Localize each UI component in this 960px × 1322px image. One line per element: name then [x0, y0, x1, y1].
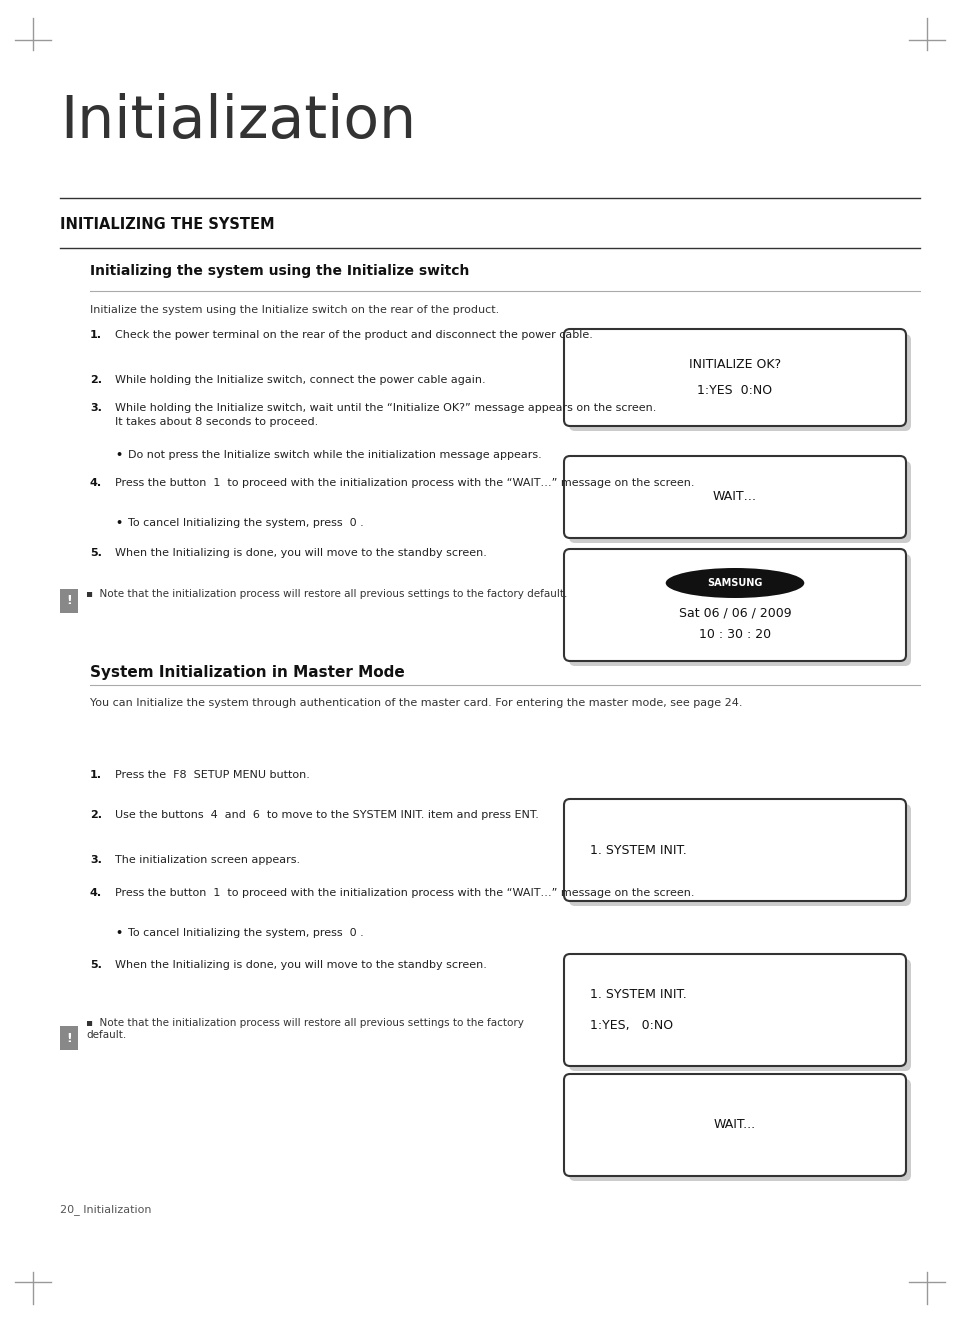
- FancyBboxPatch shape: [60, 590, 78, 613]
- Text: 1:YES,   0:NO: 1:YES, 0:NO: [590, 1018, 673, 1031]
- Text: 5.: 5.: [90, 549, 102, 558]
- FancyBboxPatch shape: [564, 798, 906, 902]
- Text: Initialize the system using the Initialize switch on the rear of the product.: Initialize the system using the Initiali…: [90, 305, 499, 315]
- Text: 1.: 1.: [90, 769, 102, 780]
- FancyBboxPatch shape: [569, 804, 911, 906]
- Text: System Initialization in Master Mode: System Initialization in Master Mode: [90, 665, 405, 680]
- Text: 1:YES  0:NO: 1:YES 0:NO: [697, 383, 773, 397]
- Text: •: •: [115, 928, 122, 939]
- Text: 4.: 4.: [90, 888, 102, 898]
- Text: While holding the Initialize switch, wait until the “Initialize OK?” message app: While holding the Initialize switch, wai…: [115, 403, 657, 412]
- FancyBboxPatch shape: [569, 554, 911, 666]
- Text: 1.: 1.: [90, 330, 102, 340]
- Ellipse shape: [665, 568, 804, 598]
- Text: •: •: [115, 518, 122, 527]
- Text: Initializing the system using the Initialize switch: Initializing the system using the Initia…: [90, 264, 469, 278]
- Text: SAMSUNG: SAMSUNG: [708, 578, 762, 588]
- Text: 20_ Initialization: 20_ Initialization: [60, 1204, 152, 1215]
- Text: 4.: 4.: [90, 479, 102, 488]
- Text: Do not press the Initialize switch while the initialization message appears.: Do not press the Initialize switch while…: [128, 449, 541, 460]
- Text: It takes about 8 seconds to proceed.: It takes about 8 seconds to proceed.: [115, 416, 319, 427]
- Text: Press the button  1  to proceed with the initialization process with the “WAIT…”: Press the button 1 to proceed with the i…: [115, 479, 694, 488]
- FancyBboxPatch shape: [564, 456, 906, 538]
- FancyBboxPatch shape: [569, 461, 911, 543]
- Text: !: !: [66, 1031, 72, 1044]
- Text: 10 : 30 : 20: 10 : 30 : 20: [699, 628, 771, 641]
- Text: 3.: 3.: [90, 403, 102, 412]
- Text: WAIT…: WAIT…: [713, 490, 757, 504]
- Text: When the Initializing is done, you will move to the standby screen.: When the Initializing is done, you will …: [115, 960, 487, 970]
- FancyBboxPatch shape: [569, 334, 911, 431]
- Text: •: •: [115, 449, 122, 460]
- Text: 2.: 2.: [90, 375, 102, 385]
- Text: ▪  Note that the initialization process will restore all previous settings to th: ▪ Note that the initialization process w…: [86, 1018, 524, 1039]
- Text: ▪  Note that the initialization process will restore all previous settings to th: ▪ Note that the initialization process w…: [86, 590, 567, 599]
- Text: 5.: 5.: [90, 960, 102, 970]
- Text: 1. SYSTEM INIT.: 1. SYSTEM INIT.: [590, 989, 686, 1002]
- FancyBboxPatch shape: [60, 1026, 78, 1050]
- Text: Use the buttons  4  and  6  to move to the SYSTEM INIT. item and press ENT.: Use the buttons 4 and 6 to move to the S…: [115, 810, 539, 820]
- Text: To cancel Initializing the system, press  0 .: To cancel Initializing the system, press…: [128, 518, 364, 527]
- Text: 3.: 3.: [90, 855, 102, 865]
- Text: INITIALIZING THE SYSTEM: INITIALIZING THE SYSTEM: [60, 217, 275, 231]
- Text: When the Initializing is done, you will move to the standby screen.: When the Initializing is done, you will …: [115, 549, 487, 558]
- FancyBboxPatch shape: [564, 549, 906, 661]
- Text: 2.: 2.: [90, 810, 102, 820]
- FancyBboxPatch shape: [564, 1073, 906, 1177]
- Text: INITIALIZE OK?: INITIALIZE OK?: [689, 358, 781, 371]
- Text: Press the  F8  SETUP MENU button.: Press the F8 SETUP MENU button.: [115, 769, 310, 780]
- Text: The initialization screen appears.: The initialization screen appears.: [115, 855, 300, 865]
- Text: Initialization: Initialization: [60, 93, 416, 149]
- FancyBboxPatch shape: [564, 954, 906, 1066]
- FancyBboxPatch shape: [569, 958, 911, 1071]
- Text: Sat 06 / 06 / 2009: Sat 06 / 06 / 2009: [679, 607, 791, 620]
- FancyBboxPatch shape: [564, 329, 906, 426]
- FancyBboxPatch shape: [569, 1079, 911, 1181]
- Text: !: !: [66, 595, 72, 608]
- Text: Check the power terminal on the rear of the product and disconnect the power cab: Check the power terminal on the rear of …: [115, 330, 593, 340]
- Text: You can Initialize the system through authentication of the master card. For ent: You can Initialize the system through au…: [90, 698, 742, 709]
- Text: While holding the Initialize switch, connect the power cable again.: While holding the Initialize switch, con…: [115, 375, 486, 385]
- Text: To cancel Initializing the system, press  0 .: To cancel Initializing the system, press…: [128, 928, 364, 939]
- Text: 1. SYSTEM INIT.: 1. SYSTEM INIT.: [590, 843, 686, 857]
- Text: Press the button  1  to proceed with the initialization process with the “WAIT…”: Press the button 1 to proceed with the i…: [115, 888, 694, 898]
- Text: WAIT...: WAIT...: [714, 1118, 756, 1132]
